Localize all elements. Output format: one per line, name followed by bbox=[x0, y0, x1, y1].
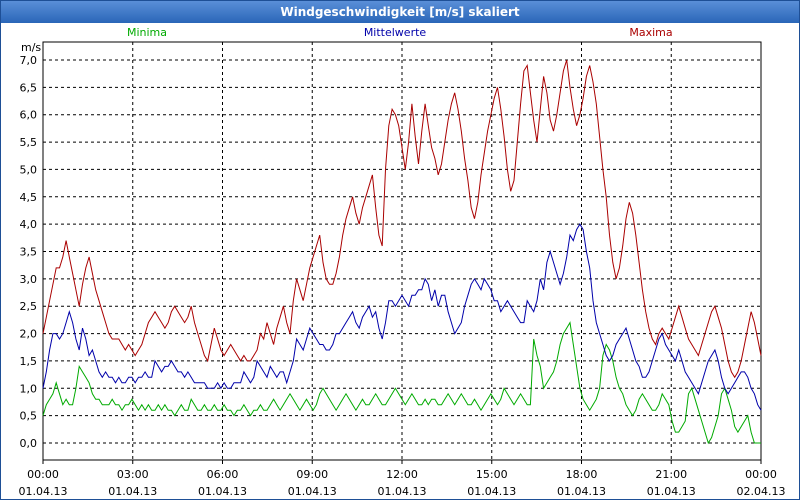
y-axis-label: m/s bbox=[21, 41, 41, 54]
x-tick-date: 01.04.13 bbox=[108, 485, 157, 498]
x-tick-label: 12:00 bbox=[386, 468, 418, 481]
x-tick-date: 01.04.13 bbox=[198, 485, 247, 498]
y-tick-label: 4,0 bbox=[20, 218, 38, 231]
chart-title: Windgeschwindigkeit [m/s] skaliert bbox=[1, 1, 799, 23]
legend-mittelwerte: Mittelwerte bbox=[364, 26, 427, 39]
y-tick-label: 3,0 bbox=[20, 273, 38, 286]
x-tick-date: 01.04.13 bbox=[378, 485, 427, 498]
x-tick-label: 18:00 bbox=[566, 468, 598, 481]
y-tick-label: 3,5 bbox=[20, 246, 38, 259]
y-tick-label: 1,0 bbox=[20, 382, 38, 395]
x-tick-label: 00:00 bbox=[27, 468, 59, 481]
x-tick-date: 01.04.13 bbox=[19, 485, 68, 498]
y-tick-label: 0,5 bbox=[20, 410, 38, 423]
series-line-maxima bbox=[42, 59, 762, 379]
y-tick-label: 0,0 bbox=[20, 437, 38, 450]
x-tick-date: 01.04.13 bbox=[647, 485, 696, 498]
series-line-minima bbox=[42, 321, 761, 445]
x-tick-label: 15:00 bbox=[476, 468, 508, 481]
y-tick-label: 1,5 bbox=[20, 355, 38, 368]
x-tick-label: 00:00 bbox=[745, 468, 777, 481]
legend-maxima: Maxima bbox=[629, 26, 672, 39]
y-tick-label: 5,5 bbox=[20, 136, 38, 149]
x-tick-date: 02.04.13 bbox=[737, 485, 786, 498]
x-tick-date: 01.04.13 bbox=[557, 485, 606, 498]
y-tick-label: 2,5 bbox=[20, 300, 38, 313]
y-tick-label: 7,0 bbox=[20, 54, 38, 67]
x-tick-label: 09:00 bbox=[296, 468, 328, 481]
x-tick-label: 03:00 bbox=[117, 468, 149, 481]
y-tick-label: 6,0 bbox=[20, 109, 38, 122]
x-tick-label: 21:00 bbox=[655, 468, 687, 481]
series-line-mittelwerte bbox=[42, 223, 762, 411]
x-tick-date: 01.04.13 bbox=[467, 485, 516, 498]
y-tick-label: 4,5 bbox=[20, 191, 38, 204]
y-tick-label: 6,5 bbox=[20, 81, 38, 94]
y-tick-label: 5,0 bbox=[20, 163, 38, 176]
x-tick-date: 01.04.13 bbox=[288, 485, 337, 498]
y-tick-label: 2,0 bbox=[20, 328, 38, 341]
x-tick-label: 06:00 bbox=[207, 468, 239, 481]
legend-minima: Minima bbox=[127, 26, 167, 39]
